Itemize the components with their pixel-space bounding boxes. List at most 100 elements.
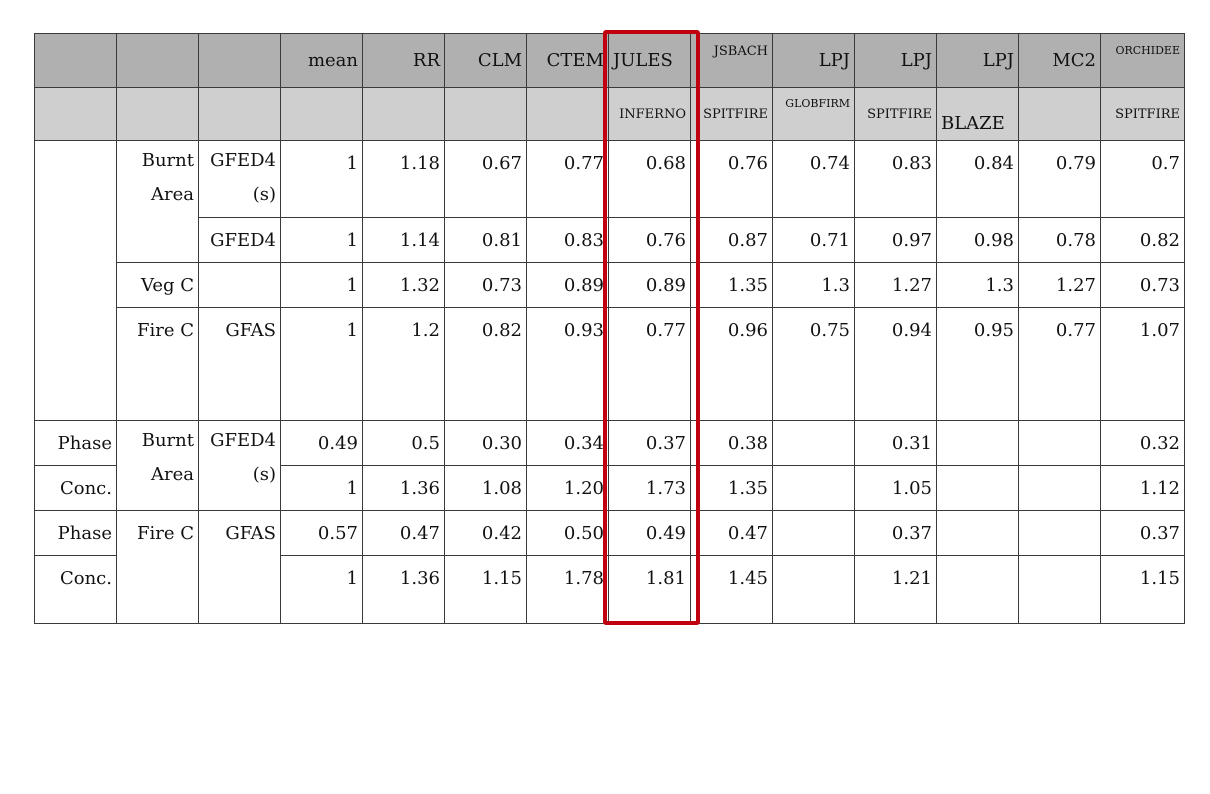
value-cell: 0.57 bbox=[280, 510, 363, 556]
dataset-gfed4s: GFED4 (s) bbox=[198, 140, 281, 218]
metric-conc: Conc. bbox=[34, 555, 117, 624]
value-cell: 0.34 bbox=[526, 420, 609, 466]
dataset-empty bbox=[198, 262, 281, 308]
table-row: Conc. 1 1.36 1.15 1.78 1.81 1.45 1.21 1.… bbox=[34, 555, 1185, 624]
value-cell bbox=[772, 510, 855, 556]
value-cell: 0.84 bbox=[936, 140, 1019, 218]
value-cell: 1 bbox=[280, 555, 363, 624]
metric-phase: Phase bbox=[34, 420, 117, 466]
value-cell: 1 bbox=[280, 307, 363, 421]
value-cell: 0.5 bbox=[362, 420, 445, 466]
value-cell: 0.82 bbox=[1100, 217, 1185, 263]
value-cell: 0.77 bbox=[1018, 307, 1101, 421]
header-mc2: MC2 bbox=[1018, 33, 1101, 88]
value-cell bbox=[936, 555, 1019, 624]
value-cell: 1.15 bbox=[444, 555, 527, 624]
value-cell: 1.14 bbox=[362, 217, 445, 263]
value-cell: 0.77 bbox=[526, 140, 609, 218]
value-cell: 0.30 bbox=[444, 420, 527, 466]
header-lpj-blaze: LPJ bbox=[936, 33, 1019, 88]
header-spitfire: SPITFIRE bbox=[854, 87, 937, 141]
header-blank bbox=[34, 33, 117, 88]
value-cell: 0.93 bbox=[526, 307, 609, 421]
value-cell: 0.73 bbox=[1100, 262, 1185, 308]
value-cell: 0.42 bbox=[444, 510, 527, 556]
value-cell: 1 bbox=[280, 465, 363, 511]
value-cell: 1.20 bbox=[526, 465, 609, 511]
value-cell: 0.79 bbox=[1018, 140, 1101, 218]
value-cell: 0.98 bbox=[936, 217, 1019, 263]
table-row: Fire C GFAS 1 1.2 0.82 0.93 0.77 0.96 0.… bbox=[35, 307, 1185, 421]
header-jules: JULES bbox=[608, 33, 691, 88]
dataset-gfed4: GFED4 bbox=[198, 217, 281, 263]
value-cell: 1.81 bbox=[608, 555, 691, 624]
value-cell: 0.49 bbox=[280, 420, 363, 466]
value-cell: 0.82 bbox=[444, 307, 527, 421]
header-orchidee: ORCHIDEE bbox=[1100, 33, 1185, 88]
variable-veg-c: Veg C bbox=[116, 262, 199, 308]
value-cell: 1.18 bbox=[362, 140, 445, 218]
value-cell: 0.37 bbox=[608, 420, 691, 466]
value-cell bbox=[1018, 465, 1101, 511]
dataset-gfas: GFAS bbox=[198, 307, 281, 421]
header-globfirm: GLOBFIRM bbox=[772, 87, 855, 141]
variable-burnt-area: Burnt Area bbox=[116, 140, 199, 263]
header-blank bbox=[198, 87, 281, 141]
value-cell: 0.87 bbox=[690, 217, 773, 263]
value-cell: 0.71 bbox=[772, 217, 855, 263]
value-cell: 0.81 bbox=[444, 217, 527, 263]
value-cell: 1.35 bbox=[690, 262, 773, 308]
value-cell: 1.07 bbox=[1100, 307, 1185, 421]
value-cell: 1.05 bbox=[854, 465, 937, 511]
value-cell: 0.32 bbox=[1100, 420, 1185, 466]
value-cell: 0.67 bbox=[444, 140, 527, 218]
header-spitfire: SPITFIRE bbox=[1100, 87, 1185, 141]
value-cell: 1 bbox=[280, 262, 363, 308]
value-cell: 1.27 bbox=[854, 262, 937, 308]
header-blank bbox=[280, 87, 363, 141]
value-cell: 0.73 bbox=[444, 262, 527, 308]
value-cell: 0.83 bbox=[526, 217, 609, 263]
value-cell: 1.08 bbox=[444, 465, 527, 511]
header-rr: RR bbox=[362, 33, 445, 88]
metric-phase: Phase bbox=[34, 510, 117, 556]
table-row: Burnt Area GFED4 (s) 1 1.18 0.67 0.77 0.… bbox=[34, 140, 1185, 421]
comparison-table: mean RR CLM CTEM JULES JSBACH LPJ LPJ LP… bbox=[34, 33, 1185, 624]
header-row-schemes: INFERNO SPITFIRE GLOBFIRM SPITFIRE BLAZE… bbox=[34, 87, 1185, 141]
value-cell: 1.21 bbox=[854, 555, 937, 624]
header-blank bbox=[198, 33, 281, 88]
value-cell: 0.68 bbox=[608, 140, 691, 218]
value-cell bbox=[772, 555, 855, 624]
value-cell bbox=[772, 465, 855, 511]
value-cell: 1.32 bbox=[362, 262, 445, 308]
header-lpj-spitfire: LPJ bbox=[854, 33, 937, 88]
value-cell: 1.15 bbox=[1100, 555, 1185, 624]
value-cell: 0.95 bbox=[936, 307, 1019, 421]
header-blank bbox=[444, 87, 527, 141]
value-cell: 0.78 bbox=[1018, 217, 1101, 263]
header-blank bbox=[362, 87, 445, 141]
header-spitfire: SPITFIRE bbox=[690, 87, 773, 141]
header-blaze: BLAZE bbox=[936, 87, 1019, 141]
value-cell bbox=[936, 420, 1019, 466]
header-blank bbox=[116, 33, 199, 88]
variable-fire-c: Fire C bbox=[116, 307, 199, 421]
value-cell bbox=[936, 510, 1019, 556]
value-cell: 1.35 bbox=[690, 465, 773, 511]
table-row: GFED4 1 1.14 0.81 0.83 0.76 0.87 0.71 0.… bbox=[35, 217, 1185, 263]
header-blank bbox=[34, 87, 117, 141]
value-cell: 0.37 bbox=[854, 510, 937, 556]
value-cell: 0.50 bbox=[526, 510, 609, 556]
value-cell: 0.77 bbox=[608, 307, 691, 421]
value-cell: 0.83 bbox=[854, 140, 937, 218]
value-cell: 0.89 bbox=[526, 262, 609, 308]
value-cell: 0.47 bbox=[362, 510, 445, 556]
table-row: Phase Burnt Area GFED4 (s) 0.49 0.5 0.30… bbox=[34, 420, 1185, 511]
header-ctem: CTEM bbox=[526, 33, 609, 88]
value-cell: 0.74 bbox=[772, 140, 855, 218]
value-cell: 0.31 bbox=[854, 420, 937, 466]
header-jsbach: JSBACH bbox=[690, 33, 773, 88]
value-cell: 0.38 bbox=[690, 420, 773, 466]
value-cell: 1 bbox=[280, 140, 363, 218]
value-cell: 1.2 bbox=[362, 307, 445, 421]
